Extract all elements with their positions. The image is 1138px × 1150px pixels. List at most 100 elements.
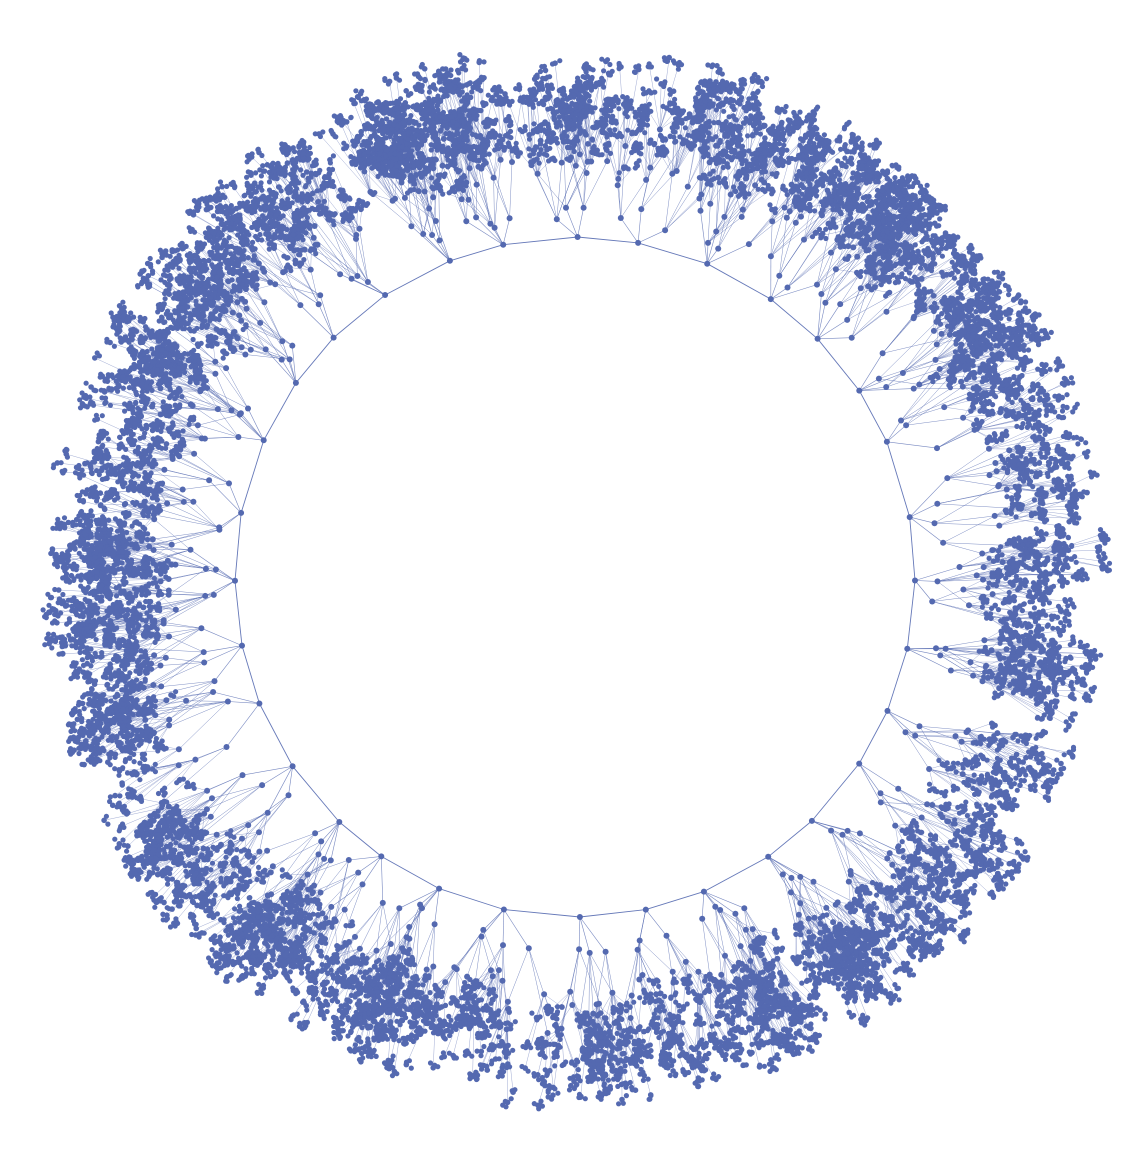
graph-edge [707,203,711,243]
graph-edge [381,856,440,889]
graph-edge [715,192,743,232]
graph-edge [583,172,587,208]
graph-edge [565,207,578,238]
graph-edge [637,209,642,243]
graph-edge [563,141,567,208]
graph-edge [234,580,243,646]
graph-edge [909,477,948,518]
graph-edge [906,580,916,649]
graph-edge [333,294,386,338]
graph-edge [522,131,538,174]
graph-edge [664,186,689,231]
graph-edge [770,298,818,340]
graph-edge [659,65,679,130]
graph-edge [664,198,700,231]
graph-edge [637,230,666,244]
graph-edge [947,448,990,479]
graph-edge [449,244,504,262]
graph-edge [858,710,888,764]
graph-edge [817,337,852,340]
graph-edge [999,517,1041,526]
graph-edge [817,302,826,339]
graph-edge [583,160,608,208]
graph-edge [565,161,592,208]
graph-edge [240,440,265,514]
graph-edge [577,207,584,238]
graph-edge [579,909,646,918]
graph-edge [770,284,818,300]
graph-edge [706,248,719,264]
graph-edge [905,386,963,426]
graph-edge [859,378,880,391]
graph-edge [700,210,708,264]
graph-edge [259,703,293,767]
graph-edge [503,236,578,246]
graph-edge [706,263,772,300]
graph-edge [770,221,773,257]
graph-edge [659,57,670,130]
graph-edge [617,185,622,219]
graph-edge [676,122,683,172]
graph-edge [909,517,916,581]
graph-edge [637,242,708,265]
graph-edge [706,231,717,264]
graph-edge [339,821,382,857]
graph-edge [438,888,505,910]
graph-edge [770,275,780,300]
graph-edge [641,143,684,210]
graph-edge [772,188,794,222]
graph-edge [503,909,580,918]
graph-edge [748,211,790,245]
graph-edge [715,177,719,232]
graph-edge [641,167,651,210]
graph-edge [556,162,562,220]
graph-edge [537,173,567,208]
graph-edge [676,148,691,172]
graph-edge [887,648,908,712]
graph-edge [573,122,587,174]
graph-edge [944,406,971,412]
graph-edge [787,239,838,288]
graph-edge [878,359,936,379]
graph-edge [914,580,938,582]
graph-edge [579,133,588,162]
graph-edge [659,118,676,130]
graph-edge [817,338,860,391]
graph-edge [620,217,639,244]
graph-edge [886,441,911,518]
graph-edge [811,763,860,822]
graph-edge [936,412,1001,449]
graph-edge [817,293,822,339]
graph-edge [770,287,788,300]
graph-edge [932,601,988,618]
graph-edge [859,353,883,391]
graph-edge [878,378,920,385]
graph-edge [292,766,340,823]
graph-edge [914,580,933,602]
graph-edge [767,820,813,858]
graph-edge [703,856,769,892]
graph-edge [570,157,587,174]
graph-edge [715,151,724,232]
graph-edge [664,194,702,231]
graph-edge [675,141,677,172]
graph-edge [585,61,606,135]
graph-edge [817,319,848,340]
graph-edge [645,143,655,180]
graph-edge [532,104,541,141]
graph-edge [687,152,704,187]
graph-edge [909,503,938,518]
graph-edge [566,141,584,208]
graph-edge [556,219,578,238]
graph-edge [847,289,872,321]
graph-edge [858,390,888,443]
graph-edge [587,82,600,162]
graph-edge [241,645,260,704]
graph-edge [603,132,618,186]
graph-edge [620,179,647,219]
graph-edge [641,170,677,210]
graph-edge [934,515,995,524]
graph-edge [787,235,822,288]
graph-edge [707,243,750,264]
